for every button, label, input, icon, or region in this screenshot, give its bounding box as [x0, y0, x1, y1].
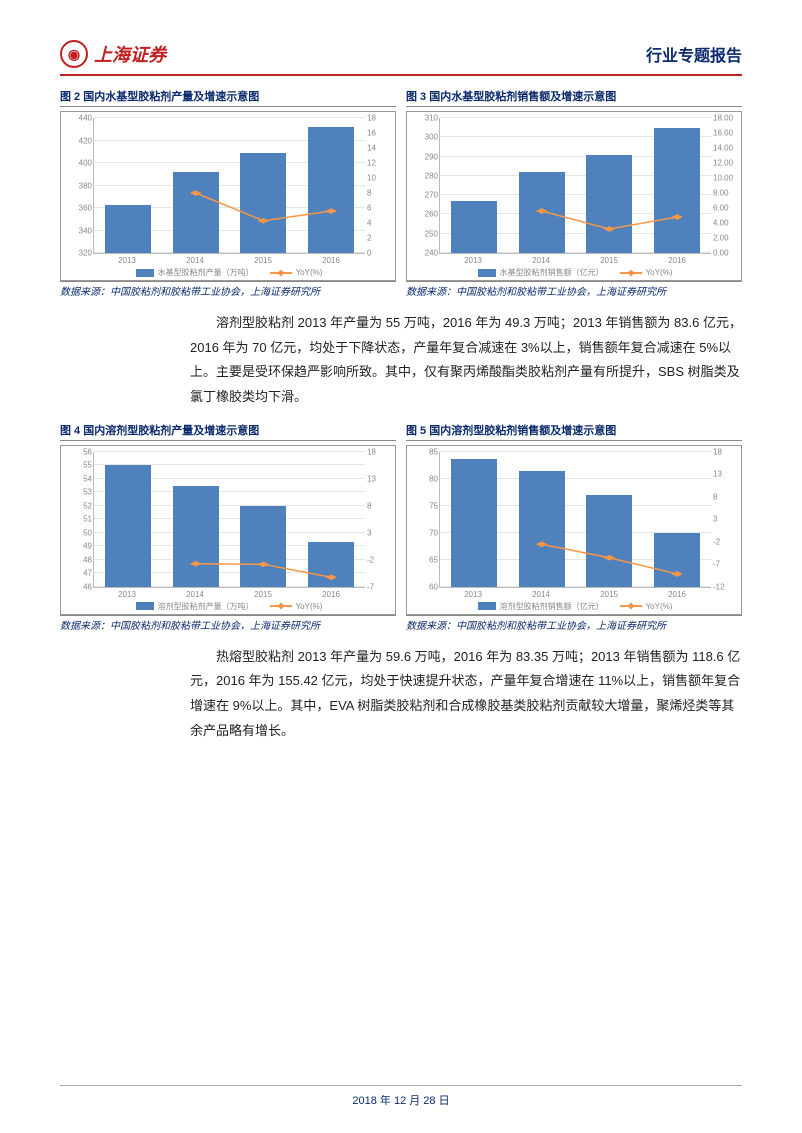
chart-5-source: 数据来源：中国胶粘剂和胶粘带工业协会，上海证券研究所	[406, 615, 742, 635]
paragraph-2: 热熔型胶粘剂 2013 年产量为 59.6 万吨，2016 年为 83.35 万…	[60, 635, 742, 754]
chart-4-box: 图 4 国内溶剂型胶粘剂产量及增速示意图 4647484950515253545…	[60, 420, 396, 635]
chart-row-1: 图 2 国内水基型胶粘剂产量及增速示意图 3203403603804004204…	[60, 86, 742, 301]
page-footer: 2018 年 12 月 28 日	[60, 1085, 742, 1108]
logo-text: 上海证券	[94, 41, 166, 67]
chart-4-title: 图 4 国内溶剂型胶粘剂产量及增速示意图	[60, 420, 396, 441]
report-type: 行业专题报告	[646, 42, 742, 66]
logo: ◉ 上海证券	[60, 40, 166, 68]
chart-3-title: 图 3 国内水基型胶粘剂销售额及增速示意图	[406, 86, 742, 107]
chart-2-source: 数据来源：中国胶粘剂和胶粘带工业协会，上海证券研究所	[60, 281, 396, 301]
chart-3-source: 数据来源：中国胶粘剂和胶粘带工业协会，上海证券研究所	[406, 281, 742, 301]
page-header: ◉ 上海证券 行业专题报告	[60, 40, 742, 76]
chart-3-canvas: 2402502602702802903003100.002.004.006.00…	[406, 111, 742, 281]
chart-4-source: 数据来源：中国胶粘剂和胶粘带工业协会，上海证券研究所	[60, 615, 396, 635]
chart-row-2: 图 4 国内溶剂型胶粘剂产量及增速示意图 4647484950515253545…	[60, 420, 742, 635]
chart-5-box: 图 5 国内溶剂型胶粘剂销售额及增速示意图 606570758085-12-7-…	[406, 420, 742, 635]
logo-icon: ◉	[60, 40, 88, 68]
paragraph-1: 溶剂型胶粘剂 2013 年产量为 55 万吨，2016 年为 49.3 万吨；2…	[60, 301, 742, 420]
chart-2-box: 图 2 国内水基型胶粘剂产量及增速示意图 3203403603804004204…	[60, 86, 396, 301]
footer-date: 2018 年 12 月 28 日	[352, 1095, 449, 1107]
chart-2-title: 图 2 国内水基型胶粘剂产量及增速示意图	[60, 86, 396, 107]
chart-5-canvas: 606570758085-12-7-2381318201320142015201…	[406, 445, 742, 615]
chart-2-canvas: 3203403603804004204400246810121416182013…	[60, 111, 396, 281]
chart-5-title: 图 5 国内溶剂型胶粘剂销售额及增速示意图	[406, 420, 742, 441]
chart-3-box: 图 3 国内水基型胶粘剂销售额及增速示意图 240250260270280290…	[406, 86, 742, 301]
chart-4-canvas: 4647484950515253545556-7-238131820132014…	[60, 445, 396, 615]
